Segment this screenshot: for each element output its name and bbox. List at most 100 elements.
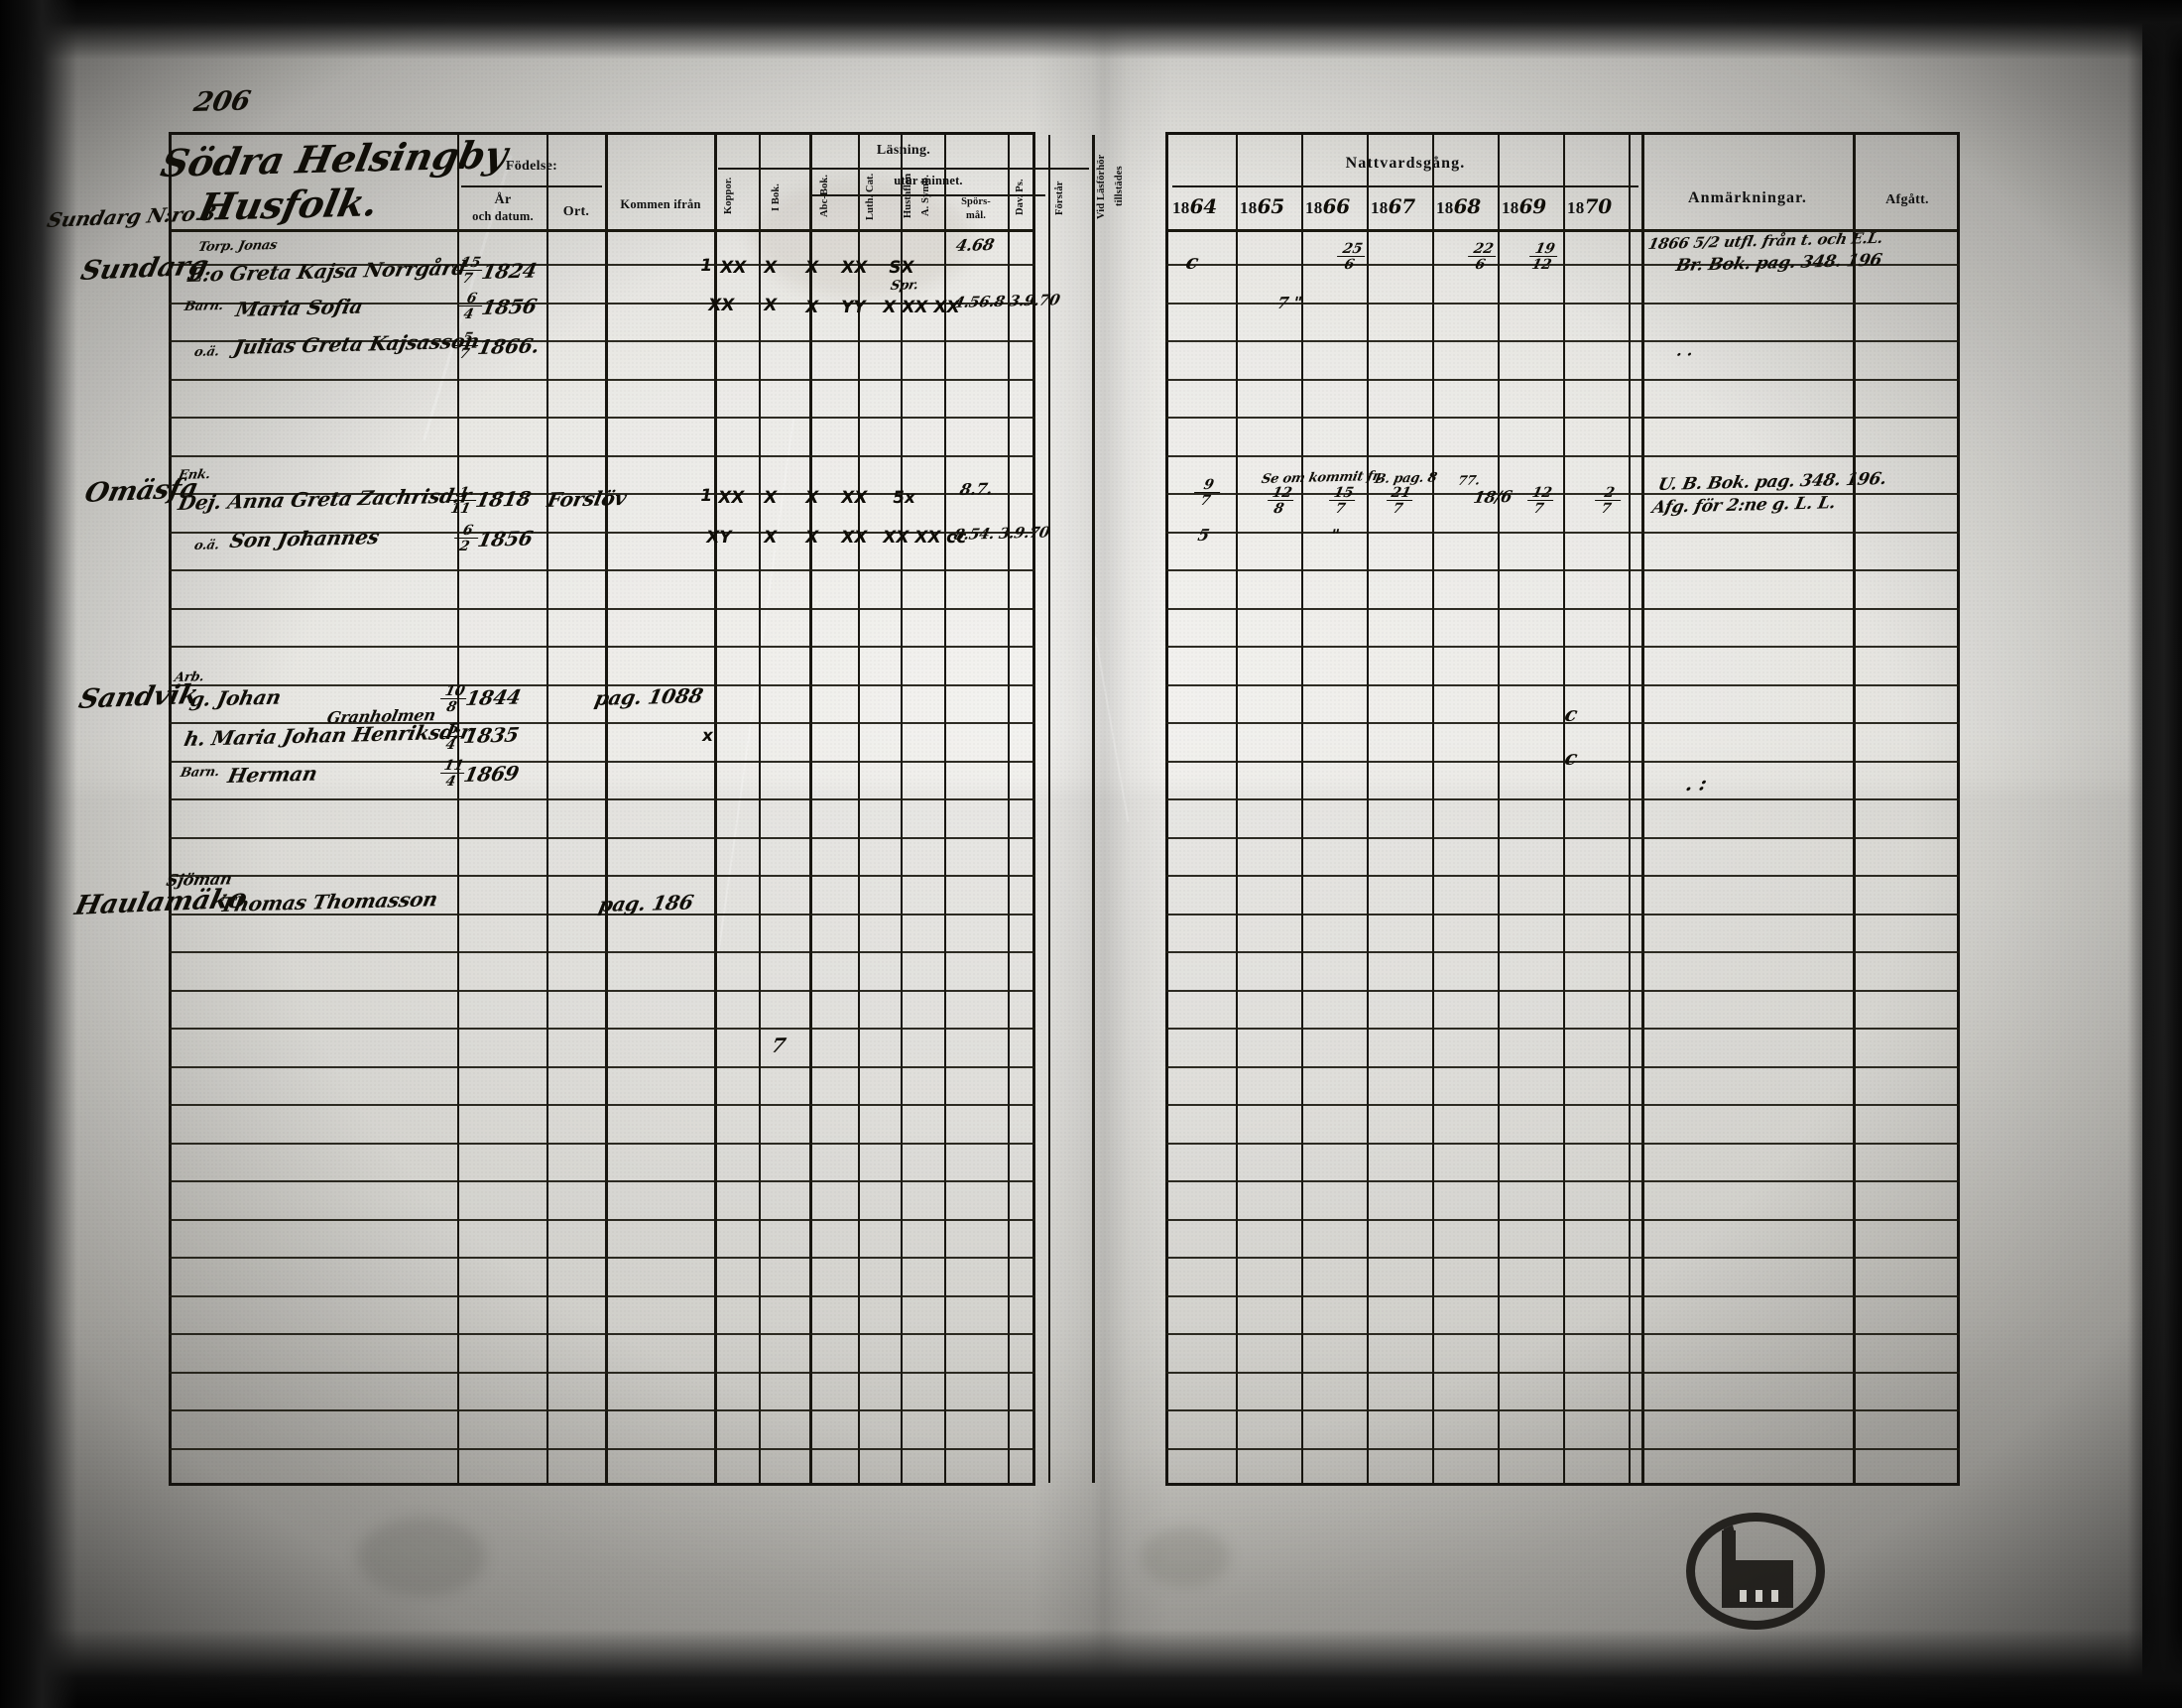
col-rule bbox=[1432, 135, 1434, 1483]
role-label: o.ä. bbox=[192, 344, 221, 360]
archive-stamp bbox=[1686, 1513, 1825, 1630]
birth-year: 1869 bbox=[461, 761, 522, 787]
col-rule bbox=[1498, 135, 1500, 1483]
luth-cat-mark: YY bbox=[839, 298, 868, 317]
birth-day: 6 bbox=[465, 291, 479, 306]
row-rule bbox=[169, 608, 1035, 610]
row-rule bbox=[169, 798, 1035, 800]
year-prefix: 18 bbox=[1172, 198, 1190, 217]
header-hustaflan: Hustaflan bbox=[903, 173, 913, 218]
col-rule bbox=[546, 135, 548, 1483]
communion-month: 6 bbox=[1333, 256, 1366, 273]
col-rule bbox=[809, 135, 812, 1483]
birth-month: 11 bbox=[444, 500, 477, 517]
birth-month: 4 bbox=[436, 736, 465, 753]
communion-month: 7 bbox=[1325, 500, 1356, 517]
col-rule bbox=[858, 135, 860, 1483]
year-suffix: 65 bbox=[1257, 194, 1284, 218]
year-cell-1865: 1865 bbox=[1240, 194, 1299, 218]
role-label: Barn. bbox=[182, 298, 225, 314]
communion-month: 7 bbox=[1383, 500, 1413, 517]
row-rule bbox=[169, 761, 1035, 763]
row-rule bbox=[169, 1333, 1035, 1335]
year-suffix: 70 bbox=[1584, 194, 1612, 218]
i-bok-mark: XX bbox=[716, 488, 746, 508]
col-rule bbox=[1629, 135, 1631, 1483]
header-anmarkningar: Anmärkningar. bbox=[1688, 189, 1807, 206]
row-rule bbox=[169, 264, 1035, 266]
birth-month: 4 bbox=[436, 773, 465, 790]
spors-note: Spr. bbox=[889, 278, 920, 294]
row-rule bbox=[169, 1219, 1035, 1221]
birth-month: 4 bbox=[454, 305, 483, 322]
communion-day: 19 bbox=[1533, 241, 1557, 257]
birth-month: 2 bbox=[450, 538, 479, 554]
hustaflan-mark: XX bbox=[839, 258, 869, 278]
header-abc-bok: Abc-Bok. bbox=[819, 174, 830, 217]
birth-month: 7 bbox=[450, 345, 479, 362]
row-rule bbox=[1165, 532, 1960, 534]
kommen-ifran-value: pag. 186 bbox=[596, 890, 696, 916]
person-name: Herman bbox=[225, 761, 319, 788]
header-bottom-rule bbox=[1168, 229, 1957, 232]
col-rule bbox=[1236, 135, 1238, 1483]
header-a-symb: A. Symb. bbox=[920, 175, 931, 216]
row-rule bbox=[1165, 493, 1960, 495]
spors-mal-mark: X XX XX bbox=[881, 298, 962, 317]
header-spors-2: mål. bbox=[966, 210, 986, 221]
col-rule bbox=[1367, 135, 1369, 1483]
vid-lasforhor-value: 4.56.8 3.9.70 bbox=[952, 291, 1062, 311]
row-rule bbox=[1165, 951, 1960, 953]
row-rule bbox=[169, 990, 1035, 992]
col-rule bbox=[1048, 135, 1050, 1483]
col-rule bbox=[1008, 135, 1010, 1483]
header-nattvardsgang: Nattvardsgång. bbox=[1345, 155, 1466, 172]
birth-month: 7 bbox=[452, 270, 483, 287]
communion-day: 22 bbox=[1472, 241, 1496, 257]
person-name: g. Johan bbox=[187, 684, 284, 711]
birth-year: 1856 bbox=[475, 526, 536, 551]
birth-month: 8 bbox=[436, 698, 467, 715]
birth-year: 1844 bbox=[463, 684, 524, 710]
row-rule bbox=[169, 1104, 1035, 1106]
vid-lasforhor-value: 4.68 bbox=[954, 235, 996, 255]
row-rule bbox=[169, 417, 1035, 419]
role-label: Torp. Jonas bbox=[196, 237, 279, 255]
spors-mal-mark: SX bbox=[887, 258, 916, 278]
row-rule bbox=[169, 532, 1035, 534]
row-rule bbox=[169, 379, 1035, 381]
row-rule bbox=[1165, 1219, 1960, 1221]
row-rule bbox=[169, 646, 1035, 648]
header-vid-lasforhor-2: tillstädes bbox=[1114, 166, 1125, 207]
birth-year: 1818 bbox=[473, 486, 534, 512]
communion-month: 6 bbox=[1464, 256, 1497, 273]
row-rule bbox=[169, 875, 1035, 877]
row-rule bbox=[169, 1295, 1035, 1297]
header-koppor: Koppor. bbox=[723, 177, 734, 214]
col-rule bbox=[1641, 135, 1644, 1483]
year-cell-1870: 1870 bbox=[1567, 194, 1627, 218]
row-rule bbox=[1165, 875, 1960, 877]
person-name: Maria Sofia bbox=[233, 294, 365, 321]
communion-day: 2 bbox=[1603, 485, 1617, 501]
row-rule bbox=[1165, 1180, 1960, 1182]
row-rule bbox=[1165, 1257, 1960, 1259]
kommen-ifran-value: pag. 1088 bbox=[592, 683, 705, 710]
year-suffix: 69 bbox=[1518, 194, 1546, 218]
role-label: Arb. bbox=[173, 670, 206, 685]
row-rule bbox=[169, 569, 1035, 571]
communion-mark-1865-row2: 7 " bbox=[1275, 293, 1304, 312]
row-rule bbox=[1165, 646, 1960, 648]
col-rule bbox=[1563, 135, 1565, 1483]
birth-place: Forslöv bbox=[545, 485, 629, 512]
row-rule bbox=[1165, 1409, 1960, 1411]
row-rule bbox=[1165, 569, 1960, 571]
year-suffix: 64 bbox=[1189, 194, 1217, 218]
year-suffix: 68 bbox=[1453, 194, 1481, 218]
hustaflan-mark: XX bbox=[839, 488, 869, 508]
row-rule bbox=[169, 914, 1035, 915]
year-prefix: 18 bbox=[1436, 198, 1454, 217]
row-rule bbox=[169, 493, 1035, 495]
header-dav-ps: Dav. Ps. bbox=[1015, 179, 1026, 216]
col-rule bbox=[1301, 135, 1303, 1483]
